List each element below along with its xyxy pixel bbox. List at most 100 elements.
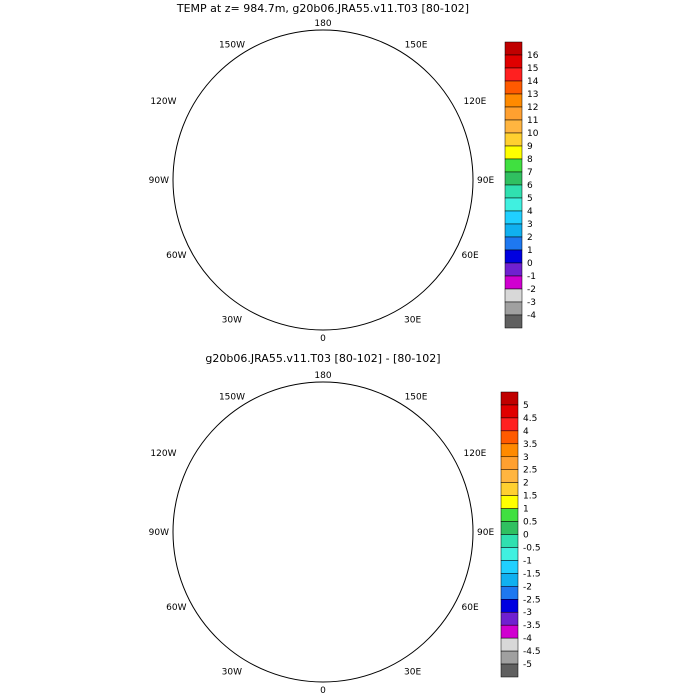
colorbar-swatch (504, 236, 523, 251)
colorbar-label: 13 (527, 90, 538, 100)
colorbar-swatch (504, 132, 523, 147)
colorbar-label: 0 (523, 531, 529, 541)
colorbar-swatch (504, 158, 523, 173)
shaded-region (261, 105, 378, 275)
meridian-line (193, 105, 323, 180)
coastline (313, 30, 343, 80)
colorbar-swatch (504, 223, 523, 238)
longitude-label: 150E (405, 41, 428, 51)
colorbar-swatch (504, 106, 523, 121)
map-boundary (172, 381, 474, 683)
longitude-label: 150W (219, 41, 245, 51)
longitude-label: 120E (464, 97, 487, 107)
colorbar-swatch (504, 262, 523, 277)
meridian-line (193, 532, 323, 607)
longitude-label: 90E (477, 528, 494, 538)
meridian-line (323, 532, 453, 607)
colorbar-swatch (500, 469, 519, 483)
colorbar-label: 11 (527, 116, 538, 126)
coastline (173, 40, 313, 175)
longitude-label: 60E (462, 603, 479, 613)
shaded-region (293, 270, 358, 325)
colorbar-label: -2 (523, 582, 532, 592)
colorbar-swatch (500, 508, 519, 522)
shaded-region (223, 215, 241, 235)
colorbar-swatch (500, 573, 519, 587)
coastline (313, 382, 343, 432)
colorbar-label: 6 (527, 181, 533, 191)
coastline (363, 105, 453, 165)
meridian-line (323, 402, 398, 532)
latitude-ring (274, 483, 373, 582)
colorbar-swatch (500, 650, 519, 665)
longitude-label: 30W (222, 668, 242, 678)
longitude-label: 30W (222, 316, 242, 326)
colorbar-swatch (500, 482, 519, 496)
colorbar-swatch (500, 495, 519, 509)
colorbar-label: 0.5 (523, 518, 537, 528)
longitude-label: 150E (405, 393, 428, 403)
longitude-label: 120E (464, 449, 487, 459)
colorbar-label: -5 (523, 660, 532, 670)
map-field (173, 30, 473, 330)
colorbar-swatch (504, 301, 523, 316)
longitude-label: 0 (320, 686, 326, 696)
meridian-line (323, 457, 453, 532)
longitude-label: 60W (166, 251, 186, 261)
longitude-label: 150W (219, 393, 245, 403)
colorbar-label: 1.5 (523, 492, 537, 502)
colorbar-swatch (500, 456, 519, 470)
longitude-label: 60E (462, 251, 479, 261)
latitude-ring (224, 433, 422, 631)
longitude-label: 120W (150, 97, 176, 107)
shaded-region (335, 612, 355, 642)
map-panel-1: TEMP at z= 984.7m, g20b06.JRA55.v11.T03 … (149, 2, 539, 344)
colorbar-label: 8 (527, 155, 533, 165)
longitude-label: 90W (149, 528, 169, 538)
colorbar-swatch (504, 288, 523, 303)
colorbar-label: 5 (527, 194, 533, 204)
coastline (368, 542, 453, 647)
coastline (243, 492, 263, 537)
colorbar-label: -1 (527, 272, 536, 282)
colorbar-swatch (500, 586, 519, 600)
colorbar-label: 14 (527, 77, 539, 87)
shaded-region (191, 258, 205, 280)
coastline (173, 392, 313, 527)
colorbar-label: 10 (527, 129, 539, 139)
colorbar-label: 15 (527, 64, 538, 74)
meridian-line (323, 50, 398, 180)
colorbar-label: -4 (527, 311, 536, 321)
longitude-label: 120W (150, 449, 176, 459)
coastline (183, 587, 263, 644)
colorbar-swatch (504, 93, 523, 108)
colorbar-label: -2.5 (523, 595, 541, 605)
longitude-label: 90W (149, 176, 169, 186)
colorbar-label: -3 (527, 298, 536, 308)
meridian-line (323, 180, 453, 255)
coastline (348, 280, 368, 330)
colorbar-swatch (504, 275, 523, 290)
colorbar-label: 2 (527, 233, 533, 243)
colorbar-label: 12 (527, 103, 538, 113)
longitude-label: 180 (314, 371, 331, 381)
coastline (363, 457, 453, 517)
meridian-line (248, 180, 323, 310)
colorbar-label: -3 (523, 608, 532, 618)
map-boundary (172, 29, 474, 331)
colorbar-swatch (500, 611, 519, 626)
colorbar-swatch (504, 314, 523, 329)
coastline (348, 632, 368, 682)
colorbar-label: 4.5 (523, 414, 537, 424)
colorbar-swatch (504, 54, 523, 69)
colorbar-label: -4 (523, 634, 532, 644)
colorbar-label: 9 (527, 142, 533, 152)
colorbar-swatch (500, 443, 519, 458)
shaded-region (258, 310, 293, 330)
colorbar-swatch (500, 417, 519, 432)
colorbar-swatch (504, 184, 523, 199)
colorbar-label: 1 (523, 505, 529, 515)
coastline (293, 285, 303, 315)
